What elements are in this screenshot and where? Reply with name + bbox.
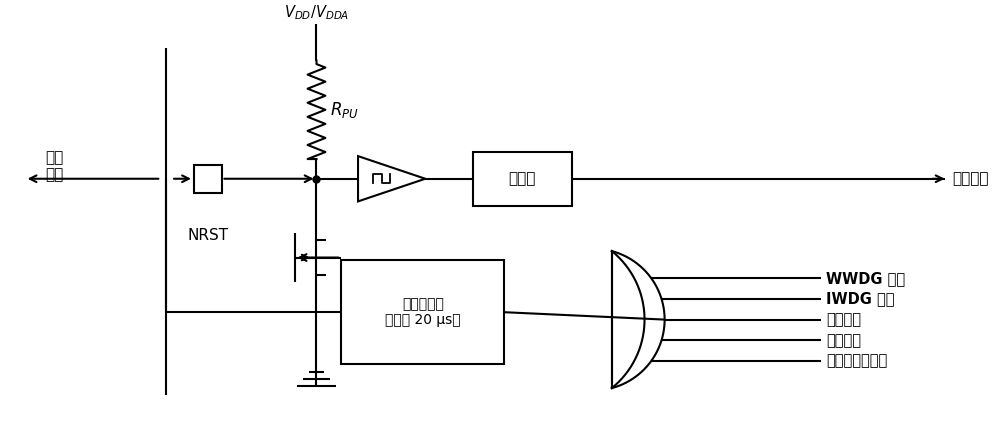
Text: 软件复位: 软件复位 <box>826 333 861 348</box>
Text: 脉冲发生器
（最小 20 μs）: 脉冲发生器 （最小 20 μs） <box>385 297 460 327</box>
Text: 低功耗管理复位: 低功耗管理复位 <box>826 353 887 368</box>
Text: 滤波器: 滤波器 <box>509 171 536 186</box>
Text: WWDG 复位: WWDG 复位 <box>826 271 905 286</box>
Bar <box>194 165 221 192</box>
Text: IWDG 复位: IWDG 复位 <box>826 292 894 307</box>
Text: 系统复位: 系统复位 <box>952 171 989 186</box>
Text: NRST: NRST <box>187 228 228 243</box>
Text: 电源复位: 电源复位 <box>826 312 861 327</box>
Text: $R_{PU}$: $R_{PU}$ <box>331 100 360 120</box>
Text: 外部
复位: 外部 复位 <box>45 150 64 182</box>
Bar <box>473 152 572 206</box>
Text: $V_{DD}/V_{DDA}$: $V_{DD}/V_{DDA}$ <box>284 3 350 22</box>
Bar <box>342 260 504 364</box>
